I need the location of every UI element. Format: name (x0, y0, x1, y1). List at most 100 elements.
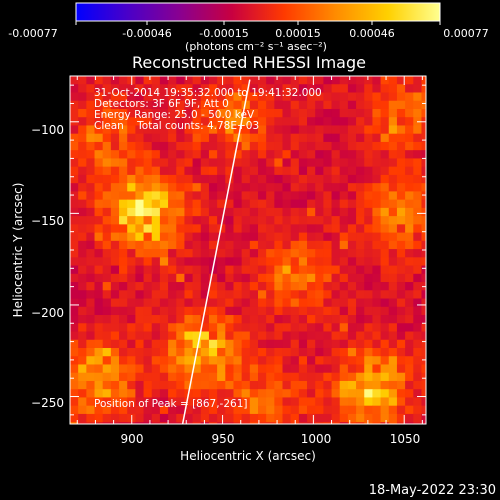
heatmap-cell (86, 389, 95, 398)
heatmap-cell (388, 92, 398, 102)
heatmap-cell (110, 372, 120, 382)
heatmap-cell (151, 199, 161, 209)
heatmap-cell (421, 422, 426, 424)
heatmap-cell (70, 331, 79, 341)
heatmap-cell (257, 339, 267, 349)
heatmap-cell (241, 84, 251, 93)
heatmap-cell (119, 347, 128, 357)
heatmap-cell (421, 339, 426, 349)
heatmap-cell (380, 273, 390, 283)
heatmap-cell (78, 405, 87, 415)
heatmap-cell (176, 298, 185, 308)
heatmap-cell (200, 232, 210, 242)
heatmap-cell (151, 290, 161, 299)
heatmap-cell (323, 413, 332, 423)
heatmap-cell (372, 347, 381, 357)
heatmap-cell (176, 331, 185, 341)
heatmap-cell (282, 306, 292, 316)
heatmap-cell (168, 76, 177, 85)
heatmap-cell (413, 232, 422, 242)
heatmap-cell (372, 273, 381, 283)
heatmap-cell (127, 298, 136, 308)
heatmap-cell (290, 174, 300, 184)
heatmap-cell (249, 100, 259, 110)
heatmap-cell (396, 174, 406, 184)
heatmap-cell (78, 199, 87, 209)
heatmap-cell (331, 282, 341, 291)
heatmap-cell (298, 240, 308, 250)
heatmap-cell (274, 290, 283, 299)
heatmap-cell (347, 372, 357, 382)
heatmap-cell (78, 92, 87, 102)
heatmap-cell (405, 249, 414, 258)
heatmap-cell (405, 191, 414, 201)
heatmap-cell (331, 191, 341, 201)
heatmap-cell (290, 166, 300, 176)
heatmap-cell (282, 133, 292, 143)
heatmap-cell (78, 166, 87, 176)
heatmap-cell (364, 191, 373, 201)
heatmap-cell (151, 232, 161, 242)
heatmap-cell (282, 315, 292, 324)
heatmap-cell (225, 224, 234, 233)
heatmap-cell (184, 397, 193, 407)
heatmap-cell (298, 174, 308, 184)
heatmap-cell (372, 158, 381, 168)
heatmap-cell (241, 364, 251, 374)
heatmap-cell (225, 380, 234, 390)
heatmap-cell (176, 166, 185, 176)
heatmap-cell (70, 150, 79, 159)
heatmap-cell (135, 224, 144, 233)
heatmap-cell (151, 92, 161, 102)
heatmap-cell (315, 232, 324, 242)
heatmap-cell (70, 422, 79, 424)
heatmap-cell (298, 133, 308, 143)
heatmap-cell (331, 356, 341, 365)
heatmap-cell (421, 84, 426, 93)
heatmap-cell (110, 76, 120, 85)
heatmap-cell (176, 183, 185, 192)
heatmap-cell (86, 199, 95, 209)
heatmap-cell (94, 240, 104, 250)
heatmap-cell (249, 282, 259, 291)
heatmap-cell (184, 372, 193, 382)
heatmap-cell (184, 76, 193, 85)
heatmap-cell (241, 389, 251, 398)
heatmap-cell (102, 240, 112, 250)
heatmap-cell (356, 183, 365, 192)
heatmap-cell (151, 257, 161, 266)
heatmap-cell (176, 397, 185, 407)
heatmap-cell (192, 125, 202, 135)
heatmap-cell (184, 356, 193, 365)
heatmap-cell (372, 356, 381, 365)
heatmap-cell (70, 323, 79, 332)
heatmap-cell (421, 183, 426, 192)
heatmap-cell (225, 331, 234, 341)
heatmap-cell (86, 240, 95, 250)
heatmap-cell (380, 216, 390, 225)
heatmap-cell (102, 84, 112, 93)
heatmap-cell (151, 150, 161, 159)
heatmap-cell (257, 224, 267, 233)
heatmap-cell (339, 158, 349, 168)
heatmap-cell (102, 183, 112, 192)
heatmap-cell (225, 141, 234, 151)
heatmap-cell (331, 158, 341, 168)
heatmap-cell (176, 422, 185, 424)
heatmap-cell (413, 306, 422, 316)
heatmap-cell (135, 76, 144, 85)
heatmap-cell (315, 100, 324, 110)
heatmap-cell (192, 257, 202, 266)
heatmap-cell (127, 389, 136, 398)
heatmap-cell (233, 306, 243, 316)
heatmap-cell (159, 397, 169, 407)
heatmap-cell (364, 92, 373, 102)
heatmap-cell (102, 199, 112, 209)
heatmap-cell (151, 108, 161, 118)
heatmap-cell (257, 315, 267, 324)
heatmap-cell (380, 331, 390, 341)
heatmap-cell (356, 166, 365, 176)
heatmap-cell (217, 331, 226, 341)
heatmap-cell (86, 108, 95, 118)
heatmap-cell (168, 397, 177, 407)
